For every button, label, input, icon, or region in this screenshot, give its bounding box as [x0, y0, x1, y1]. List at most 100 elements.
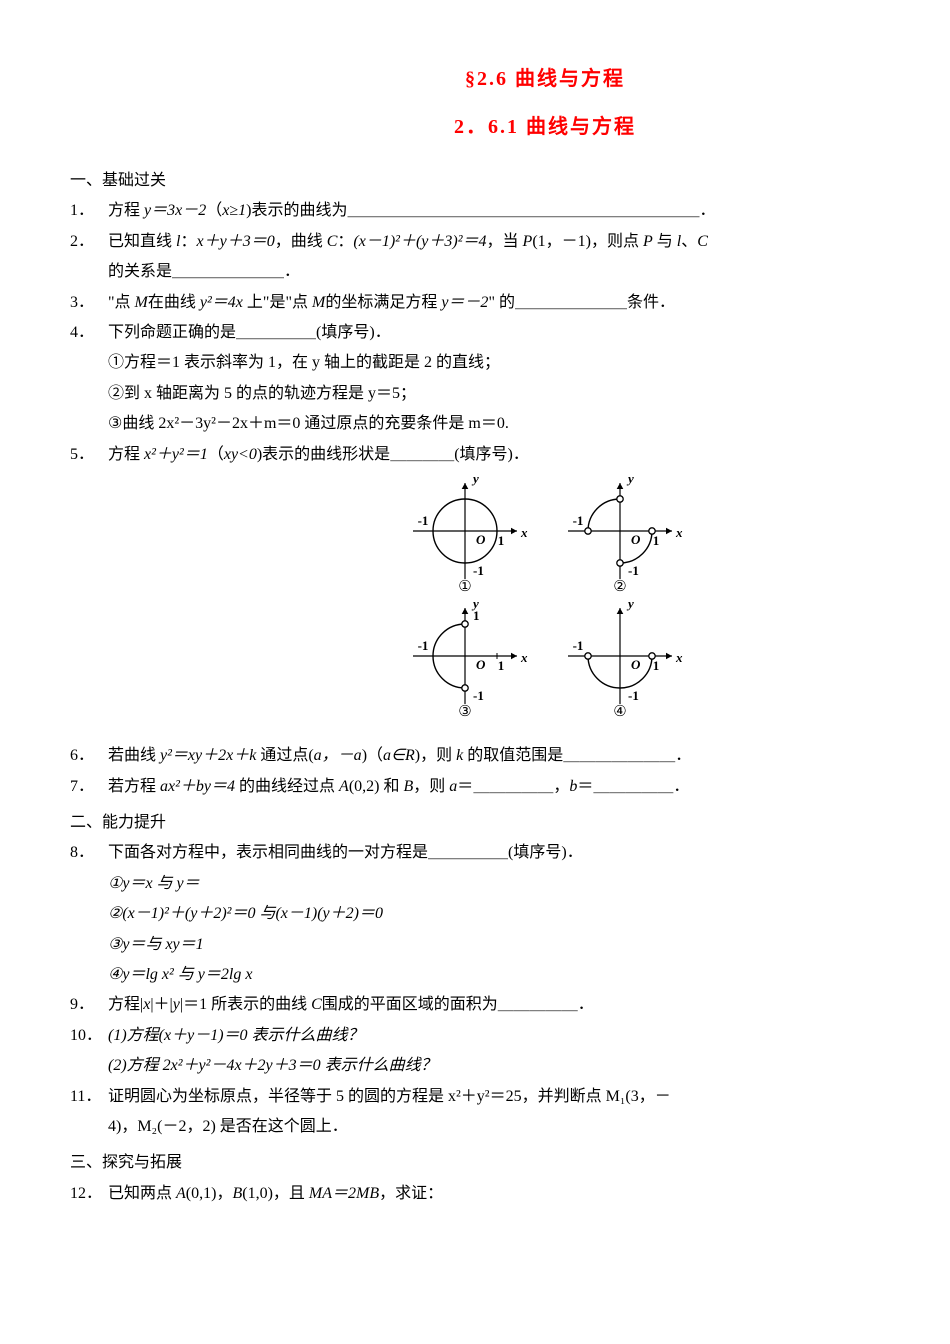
q8-body: 下面各对方程中，表示相同曲线的一对方程是＿＿＿＿＿(填序号)． ①y＝x 与 y… — [108, 838, 950, 990]
text: )表示的曲线为 — [246, 202, 347, 219]
svg-text:x: x — [520, 650, 528, 665]
text: ： — [337, 233, 353, 250]
text: 的取值范围是 — [463, 747, 563, 764]
svg-text:-1: -1 — [628, 688, 639, 703]
text: (填序号)． — [508, 844, 583, 861]
text: ． — [673, 778, 689, 795]
blank: ＿＿＿＿ — [390, 446, 454, 463]
sym-C: C — [327, 233, 338, 250]
text: ， — [553, 778, 569, 795]
svg-text:-1: -1 — [473, 563, 484, 578]
q1-body: 方程 y＝3x－2（x≥1)表示的曲线为＿＿＿＿＿＿＿＿＿＿＿＿＿＿＿＿＿＿＿＿… — [108, 196, 950, 226]
text: ，当 — [487, 233, 523, 250]
text: )，则 — [415, 747, 456, 764]
sym-P: P — [643, 233, 653, 250]
text: 和 — [379, 778, 403, 795]
text: 的曲线经过点 — [235, 778, 339, 795]
opt-4: ④y＝lg x² 与 y＝2lg x — [108, 966, 252, 983]
svg-text:O: O — [476, 657, 486, 672]
text: 方程 — [108, 202, 144, 219]
sym-B: B — [404, 778, 414, 795]
q6-body: 若曲线 y²＝xy＋2x＋k 通过点(a，－a)（a∈R)，则 k 的取值范围是… — [108, 741, 950, 771]
question-5: 5． 方程 x²＋y²＝1（xy<0)表示的曲线形状是＿＿＿＿(填序号)． — [70, 440, 950, 470]
section-b: 二、能力提升 — [70, 808, 950, 838]
question-3: 3． "点 M在曲线 y²＝4x 上"是"点 M的坐标满足方程 y＝－2" 的＿… — [70, 288, 950, 318]
figure-svg: Oxy1-1-1①Oxy1-1-1②Oxy1-1-11③Oxy1-1-1④ — [385, 476, 705, 726]
text: ． — [700, 202, 716, 219]
q10-p1: (1)方程(x＋y－1)＝0 表示什么曲线？ — [108, 1027, 364, 1044]
text: 已知两点 — [108, 1185, 176, 1202]
q12-body: 已知两点 A(0,1)，B(1,0)，且 MA＝2MB，求证： — [108, 1179, 950, 1209]
svg-text:y: y — [471, 476, 479, 486]
sym-B: B — [232, 1185, 242, 1202]
blank: ＿＿＿＿＿＿＿ — [172, 263, 284, 280]
svg-text:x: x — [520, 525, 528, 540]
blank: ＿＿＿＿＿＿＿ — [563, 747, 675, 764]
text: ， — [216, 1185, 232, 1202]
svg-text:④: ④ — [613, 704, 626, 720]
text: )（ — [362, 747, 383, 764]
section-c: 三、探究与拓展 — [70, 1148, 950, 1178]
sym-M: M — [312, 294, 325, 311]
svg-text:①: ① — [458, 579, 471, 595]
blank: ＿＿＿＿＿ — [473, 778, 553, 795]
opt-3: ③y＝与 xy＝1 — [108, 936, 204, 953]
q7-num: 7． — [70, 772, 108, 802]
text: " 的 — [488, 294, 515, 311]
blank: ＿＿＿＿＿ — [236, 324, 316, 341]
title-sub: 2．6.1 曲线与方程 — [70, 108, 950, 146]
svg-text:O: O — [631, 657, 641, 672]
text: ． — [284, 263, 300, 280]
text: 条件． — [627, 294, 675, 311]
sym-A: A — [339, 778, 349, 795]
q4-body: 下列命题正确的是＿＿＿＿＿(填序号)． ①方程＝1 表示斜率为 1，在 y 轴上… — [108, 318, 950, 440]
text: (1，－1)，则点 — [532, 233, 643, 250]
svg-text:1: 1 — [498, 533, 505, 548]
text: 与 — [653, 233, 677, 250]
question-8: 8． 下面各对方程中，表示相同曲线的一对方程是＿＿＿＿＿(填序号)． ①y＝x … — [70, 838, 950, 990]
q10-num: 10． — [70, 1021, 108, 1051]
opt-2: ②(x－1)²＋(y＋2)²＝0 与(x－1)(y＋2)＝0 — [108, 905, 383, 922]
text: （ — [206, 202, 222, 219]
text: )表示的曲线形状是 — [257, 446, 390, 463]
q1-num: 1． — [70, 196, 108, 226]
q8-num: 8． — [70, 838, 108, 868]
text: ，求证： — [379, 1185, 443, 1202]
text: (0,2) — [349, 778, 380, 795]
text: 上"是"点 — [243, 294, 312, 311]
q2-body: 已知直线 l：x＋y＋3＝0，曲线 C：(x－1)²＋(y＋3)²＝4，当 P(… — [108, 227, 950, 288]
math: x≥1 — [222, 202, 246, 219]
text: 的坐标满足方程 — [325, 294, 441, 311]
q6-num: 6． — [70, 741, 108, 771]
question-1: 1． 方程 y＝3x－2（x≥1)表示的曲线为＿＿＿＿＿＿＿＿＿＿＿＿＿＿＿＿＿… — [70, 196, 950, 226]
svg-text:y: y — [626, 596, 634, 611]
q12-num: 12． — [70, 1179, 108, 1209]
math: y＝－2 — [441, 294, 488, 311]
text: 若曲线 — [108, 747, 160, 764]
question-2: 2． 已知直线 l：x＋y＋3＝0，曲线 C：(x－1)²＋(y＋3)²＝4，当… — [70, 227, 950, 288]
text: ． — [675, 747, 691, 764]
figure-q5: Oxy1-1-1①Oxy1-1-1②Oxy1-1-11③Oxy1-1-1④ — [70, 476, 950, 737]
svg-text:x: x — [675, 650, 683, 665]
math: x＋y＋3＝0 — [196, 233, 274, 250]
text: 围成的平面区域的面积为 — [322, 996, 498, 1013]
q4-num: 4． — [70, 318, 108, 348]
question-6: 6． 若曲线 y²＝xy＋2x＋k 通过点(a，－a)（a∈R)，则 k 的取值… — [70, 741, 950, 771]
blank: ＿＿＿＿＿＿＿ — [515, 294, 627, 311]
question-7: 7． 若方程 ax²＋by＝4 的曲线经过点 A(0,2) 和 B，则 a＝＿＿… — [70, 772, 950, 802]
sym-C: C — [311, 996, 322, 1013]
svg-text:③: ③ — [458, 704, 471, 720]
text: 下面各对方程中，表示相同曲线的一对方程是 — [108, 844, 428, 861]
q11-l2: 4)，M₂(－2，2) 是否在这个圆上． — [108, 1118, 348, 1135]
text: 方程 — [108, 446, 144, 463]
svg-text:②: ② — [613, 579, 626, 595]
math: ax²＋by＝4 — [160, 778, 235, 795]
q9-num: 9． — [70, 990, 108, 1020]
text: 的关系是 — [108, 263, 172, 280]
sym-A: A — [176, 1185, 186, 1202]
math: x²＋y²＝1 — [144, 446, 208, 463]
math: a，－a — [314, 747, 362, 764]
question-11: 11． 证明圆心为坐标原点，半径等于 5 的圆的方程是 x²＋y²＝25，并判断… — [70, 1082, 950, 1143]
svg-text:-1: -1 — [418, 638, 429, 653]
text: ： — [180, 233, 196, 250]
